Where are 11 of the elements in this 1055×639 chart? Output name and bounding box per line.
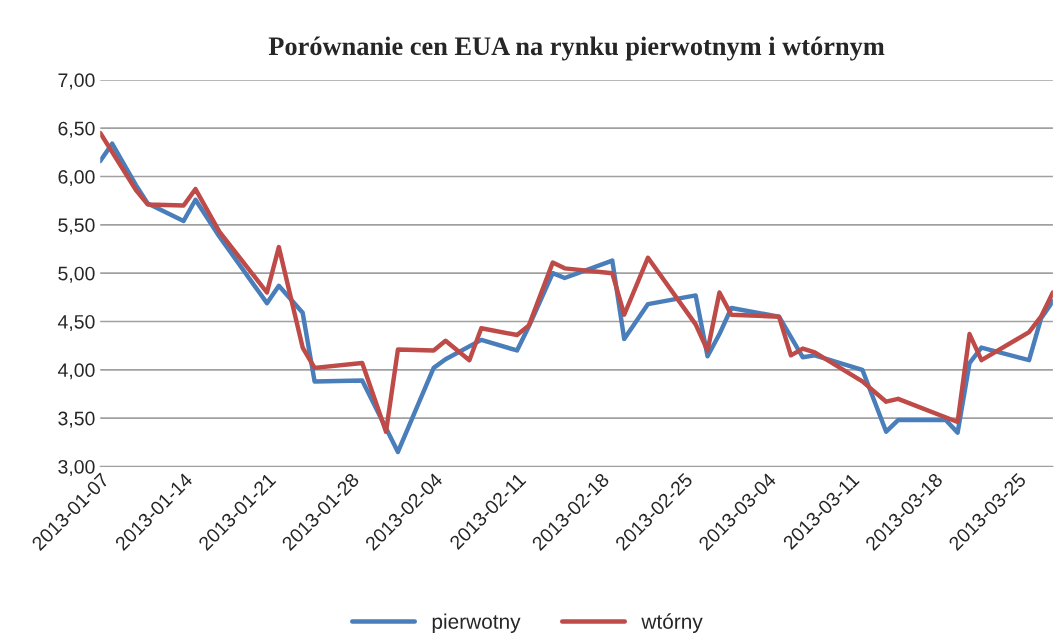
y-tick-label: 5,00 bbox=[58, 266, 95, 283]
chart-title: Porównanie cen EUA na rynku pierwotnym i wtórnym bbox=[268, 36, 885, 61]
y-tick-label: 3,50 bbox=[58, 411, 95, 428]
y-tick-label: 7,00 bbox=[58, 73, 95, 90]
y-tick-label: 4,50 bbox=[57, 314, 95, 332]
y-tick-label: 6,50 bbox=[58, 121, 95, 138]
y-tick-label: 4,00 bbox=[57, 363, 95, 380]
legend-label: pierwotny bbox=[432, 613, 521, 634]
y-tick-label: 5,50 bbox=[58, 218, 95, 235]
y-tick-label: 6,00 bbox=[58, 169, 95, 187]
legend-label: wtórny bbox=[641, 613, 703, 634]
